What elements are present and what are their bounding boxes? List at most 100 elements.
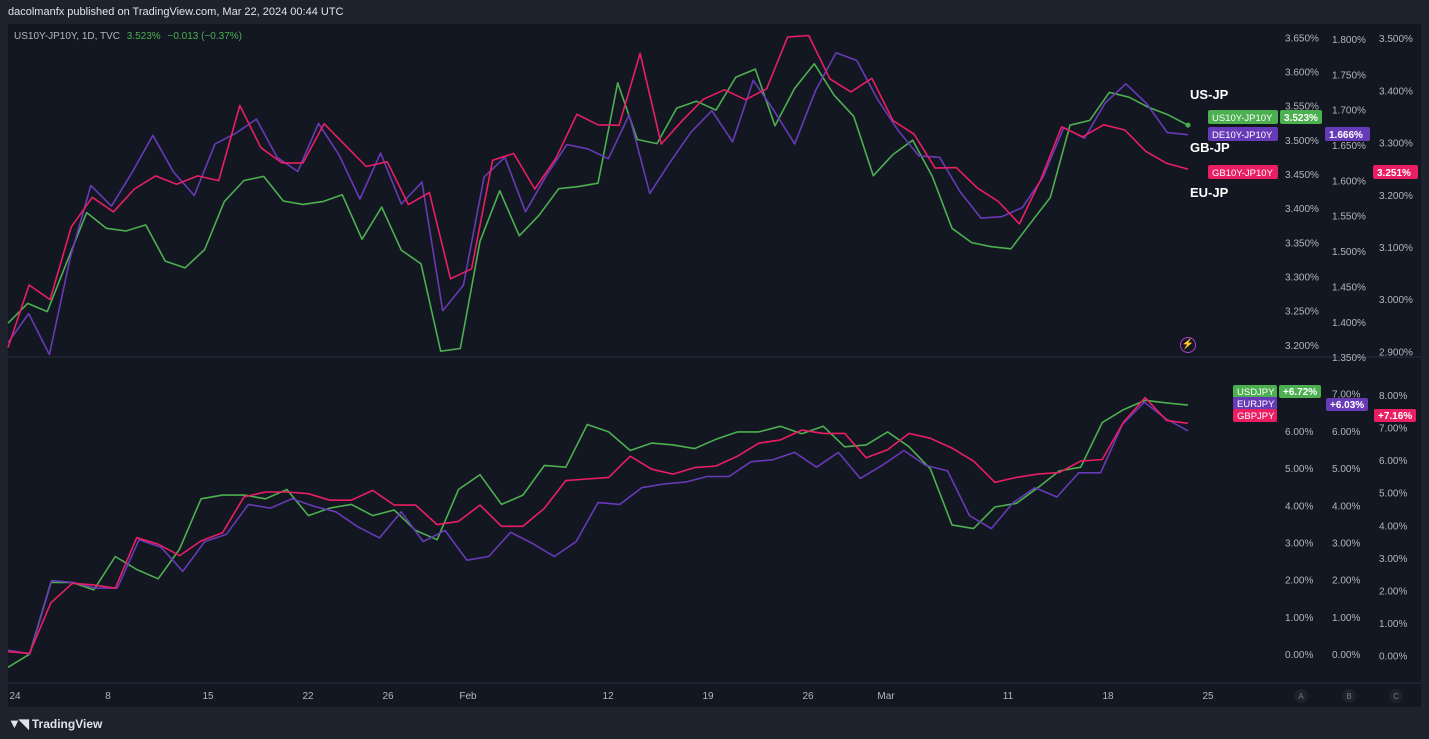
y-tick-label: 3.400% [1379,86,1413,97]
y-tick-label: 3.250% [1285,307,1319,318]
y-tick-label: 1.650% [1332,141,1366,152]
y-tick-label: 3.500% [1379,34,1413,45]
x-tick-label: 25 [1202,691,1214,702]
y-tick-label: 3.350% [1285,238,1319,249]
publish-info: dacolmanfx published on TradingView.com,… [8,6,344,18]
y-tick-label: 3.00% [1285,538,1313,549]
value-tag [1279,385,1321,398]
y-tick-label: 5.00% [1285,464,1313,475]
scale-mode-label: C [1393,692,1399,701]
y-tick-label: 3.200% [1285,341,1319,352]
legend-symbol: US10Y-JP10Y, 1D, TVC [14,31,120,42]
series-tag-eurjpy [1233,397,1277,410]
x-tick-label: Mar [877,691,895,702]
logo-text: TradingView [31,717,103,731]
value-tag-label: +6.72% [1283,387,1317,398]
y-tick-label: 1.400% [1332,318,1366,329]
x-tick-label: 18 [1102,691,1114,702]
value-tag [1325,127,1370,141]
y-tick-label: 6.00% [1285,427,1313,438]
chart-area[interactable] [8,24,1421,707]
scale-mode-label: A [1298,692,1304,701]
value-tag-label: +7.16% [1378,411,1412,422]
y-tick-label: 4.00% [1285,501,1313,512]
label-gb-jp: GB-JP [1190,140,1230,155]
y-tick-label: 3.300% [1379,139,1413,150]
x-tick-label: 15 [202,691,214,702]
symbol-legend: US10Y-JP10Y, 1D, TVC 3.523% −0.013 (−0.3… [14,31,242,42]
label-eu-jp: EU-JP [1190,185,1229,200]
y-tick-label: 3.450% [1285,170,1319,181]
series-line-gb10y-jp10y [7,34,1189,348]
x-tick-label: 26 [802,691,814,702]
y-tick-label: 6.00% [1379,456,1407,467]
value-tag-label: 1.666% [1329,130,1363,141]
label-us-jp: US-JP [1190,87,1229,102]
scale-mode-label: B [1346,692,1351,701]
value-tag-label: 3.251% [1377,168,1411,179]
flash-icon[interactable]: ⚡ [1180,337,1196,353]
value-tag [1374,409,1416,422]
y-tick-label: 7.00% [1379,424,1407,435]
y-tick-label: 0.00% [1285,650,1313,661]
y-tick-label: 5.00% [1379,489,1407,500]
series-tag-label: USDJPY [1237,387,1275,398]
y-tick-label: 2.00% [1332,576,1360,587]
y-tick-label: 5.00% [1332,464,1360,475]
series-tag-label: GB10Y-JP10Y [1212,168,1274,179]
series-line-eurjpy [7,401,1189,655]
y-tick-label: 7.00% [1332,390,1360,401]
series-tag-gb10y-jp10y [1208,165,1278,179]
legend-change: −0.013 (−0.37%) [167,31,242,42]
x-tick-label: 8 [105,691,111,702]
y-tick-label: 3.300% [1285,272,1319,283]
x-tick-label: 24 [9,691,21,702]
y-tick-label: 1.00% [1379,619,1407,630]
y-tick-label: 1.700% [1332,106,1366,117]
y-tick-label: 3.650% [1285,33,1319,44]
y-tick-label: 1.00% [1285,613,1313,624]
series-tag-usdjpy [1233,385,1277,398]
y-tick-label: 1.350% [1332,353,1366,364]
publish-header: dacolmanfx published on TradingView.com,… [0,0,1429,24]
scale-mode-button [1294,689,1308,703]
y-tick-label: 3.600% [1285,68,1319,79]
y-tick-label: 0.00% [1332,650,1360,661]
y-tick-label: 8.00% [1379,391,1407,402]
tradingview-logo-icon: ▼◥ [8,716,29,731]
series-line-de10y-jp10y [7,51,1189,356]
x-tick-label: 12 [602,691,614,702]
y-tick-label: 3.00% [1332,538,1360,549]
y-tick-label: 4.00% [1332,501,1360,512]
series-tag-us10y-jp10y [1208,110,1278,124]
y-tick-label: 6.00% [1332,427,1360,438]
y-tick-label: 3.00% [1379,554,1407,565]
x-tick-label: 19 [702,691,714,702]
x-tick-label: 22 [302,691,314,702]
y-tick-label: 1.00% [1332,613,1360,624]
y-tick-label: 3.000% [1379,295,1413,306]
y-tick-label: 3.100% [1379,243,1413,254]
legend-value: 3.523% [126,31,161,42]
series-tag-de10y-jp10y [1208,127,1278,141]
tradingview-logo[interactable]: ▼◥ TradingView [8,716,102,732]
y-tick-label: 1.550% [1332,212,1366,223]
y-tick-label: 4.00% [1379,521,1407,532]
y-tick-label: 1.500% [1332,247,1366,258]
series-line-us10y-jp10y [7,62,1189,353]
footer [0,707,1429,739]
value-tag [1373,165,1418,179]
value-tag [1280,110,1322,124]
series-line-gbpjpy [7,396,1189,655]
scale-mode-button [1342,689,1356,703]
y-tick-label: 3.200% [1379,191,1413,202]
series-tag-label: US10Y-JP10Y [1212,113,1273,124]
series-tag-label: DE10Y-JP10Y [1212,130,1273,141]
scale-mode-button [1389,689,1403,703]
value-tag-label: 3.523% [1284,113,1318,124]
x-tick-label: 26 [382,691,394,702]
x-tick-label: 11 [1003,691,1014,702]
series-line-usdjpy [7,399,1189,668]
last-point-marker [1185,122,1191,128]
